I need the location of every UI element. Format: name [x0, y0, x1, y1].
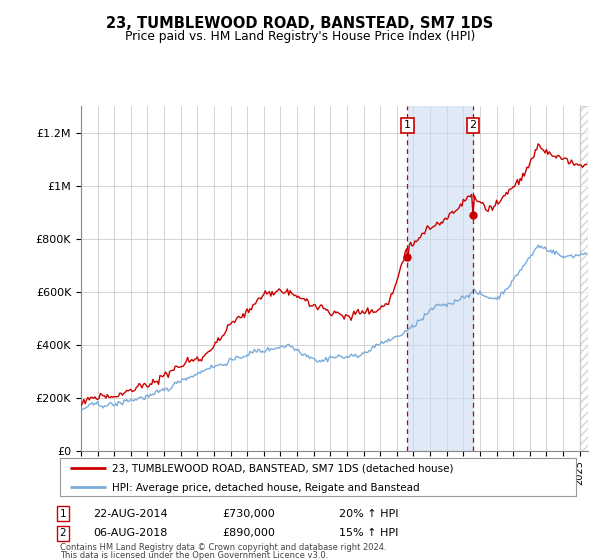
Text: 15% ↑ HPI: 15% ↑ HPI — [339, 528, 398, 538]
Text: 2: 2 — [470, 120, 476, 130]
Text: 23, TUMBLEWOOD ROAD, BANSTEAD, SM7 1DS: 23, TUMBLEWOOD ROAD, BANSTEAD, SM7 1DS — [106, 16, 494, 31]
Text: HPI: Average price, detached house, Reigate and Banstead: HPI: Average price, detached house, Reig… — [112, 483, 419, 493]
Text: 2: 2 — [59, 528, 67, 538]
Text: 20% ↑ HPI: 20% ↑ HPI — [339, 508, 398, 519]
Text: £890,000: £890,000 — [222, 528, 275, 538]
Text: £730,000: £730,000 — [222, 508, 275, 519]
Text: 1: 1 — [59, 508, 67, 519]
Text: This data is licensed under the Open Government Licence v3.0.: This data is licensed under the Open Gov… — [60, 551, 328, 560]
Text: Price paid vs. HM Land Registry's House Price Index (HPI): Price paid vs. HM Land Registry's House … — [125, 30, 475, 43]
Text: 1: 1 — [404, 120, 411, 130]
Text: Contains HM Land Registry data © Crown copyright and database right 2024.: Contains HM Land Registry data © Crown c… — [60, 543, 386, 552]
Text: 06-AUG-2018: 06-AUG-2018 — [93, 528, 167, 538]
Text: 22-AUG-2014: 22-AUG-2014 — [93, 508, 167, 519]
Text: 23, TUMBLEWOOD ROAD, BANSTEAD, SM7 1DS (detached house): 23, TUMBLEWOOD ROAD, BANSTEAD, SM7 1DS (… — [112, 464, 453, 474]
